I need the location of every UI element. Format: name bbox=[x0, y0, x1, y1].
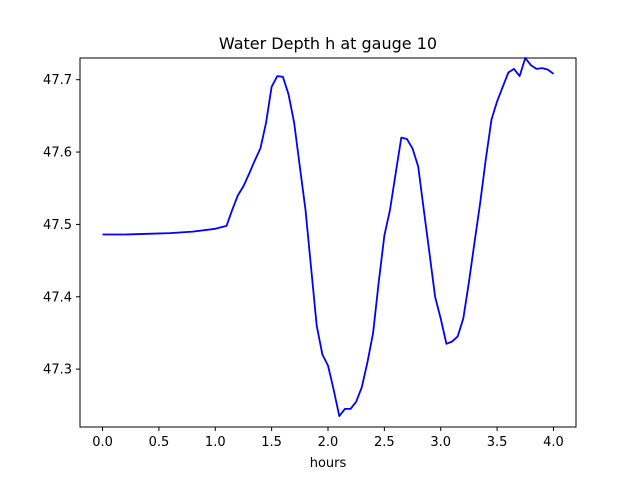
x-tick-label: 3.0 bbox=[430, 435, 451, 450]
x-tick-label: 0.0 bbox=[92, 435, 113, 450]
y-tick-label: 47.5 bbox=[43, 218, 72, 233]
series-line-0 bbox=[102, 57, 555, 418]
y-tick-label: 47.6 bbox=[43, 146, 72, 161]
y-tick-label: 47.3 bbox=[43, 363, 72, 378]
x-tick-label: 3.5 bbox=[487, 435, 508, 450]
x-tick-label: 2.0 bbox=[318, 435, 339, 450]
plot-area bbox=[102, 57, 555, 418]
x-axis-label: hours bbox=[310, 456, 347, 471]
x-tick-label: 1.0 bbox=[205, 435, 226, 450]
y-tick-label: 47.4 bbox=[43, 290, 72, 305]
y-tick-label: 47.7 bbox=[43, 73, 72, 88]
chart-title: Water Depth h at gauge 10 bbox=[219, 34, 437, 53]
x-tick-label: 4.0 bbox=[543, 435, 564, 450]
x-tick-label: 2.5 bbox=[374, 435, 395, 450]
x-tick-label: 0.5 bbox=[149, 435, 170, 450]
y-axis-ticks: 47.3 47.4 47.5 47.6 47.7 bbox=[43, 73, 80, 378]
x-axis-ticks: 0.0 0.5 1.0 1.5 2.0 2.5 3.0 3.5 4.0 bbox=[92, 427, 564, 450]
plot-frame bbox=[79, 57, 577, 428]
x-tick-label: 1.5 bbox=[261, 435, 282, 450]
